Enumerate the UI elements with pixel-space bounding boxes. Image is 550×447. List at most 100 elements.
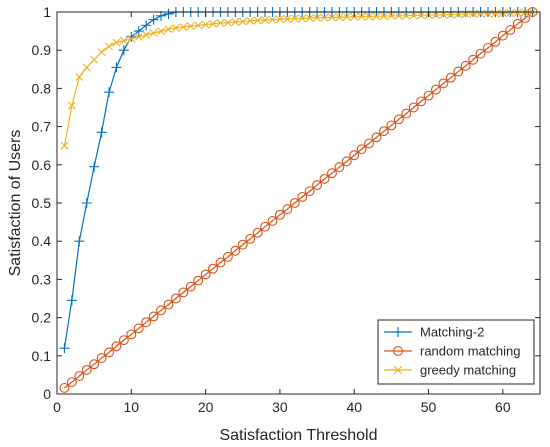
data-point [260, 221, 271, 232]
data-point [90, 55, 99, 64]
data-point [246, 16, 255, 25]
data-point [342, 12, 351, 21]
data-point [497, 30, 508, 41]
data-point [491, 9, 500, 18]
data-point [119, 36, 128, 45]
data-point [200, 269, 211, 280]
data-point [118, 335, 129, 346]
data-point [290, 14, 299, 23]
data-point [104, 87, 115, 98]
data-point [357, 12, 366, 21]
data-point [156, 305, 166, 316]
y-tick-label: 0.6 [32, 157, 52, 173]
y-tick-label: 0.8 [32, 80, 52, 96]
data-point [475, 48, 486, 59]
legend-entry: random matching [384, 344, 520, 359]
data-point [126, 31, 137, 42]
data-point [416, 96, 427, 107]
data-point [319, 173, 330, 184]
data-point [127, 34, 136, 43]
legend-label: random matching [420, 344, 520, 359]
x-tick-label: 30 [272, 399, 288, 415]
data-point [230, 245, 241, 256]
y-tick-label: 0.7 [32, 119, 52, 135]
data-point [171, 24, 180, 33]
data-point [208, 263, 218, 274]
legend-label: greedy matching [420, 363, 516, 378]
y-tick-label: 0.3 [32, 271, 52, 287]
y-tick-label: 0.1 [32, 348, 52, 364]
data-point [304, 186, 315, 197]
data-point [320, 13, 329, 22]
data-point [334, 162, 345, 173]
legend-box [377, 319, 535, 385]
data-point [274, 209, 285, 220]
data-point [178, 287, 189, 298]
data-point [59, 382, 70, 393]
data-point [468, 54, 479, 65]
data-point [252, 227, 263, 238]
data-point [111, 62, 122, 73]
data-point [194, 21, 203, 30]
data-point [222, 251, 233, 262]
data-point [141, 20, 152, 31]
legend-label: Matching-2 [420, 325, 484, 340]
data-point [105, 42, 114, 51]
data-point [112, 38, 121, 47]
y-tick-label: 0.2 [32, 310, 52, 326]
data-point [60, 141, 69, 150]
data-point [170, 293, 181, 304]
data-point [512, 18, 523, 29]
data-point [59, 343, 70, 354]
y-tick-label: 0.5 [32, 195, 52, 211]
data-point [149, 29, 158, 37]
data-point [513, 8, 522, 17]
ticks-layer: 0 10 20 30 40 50 60 0 0.1 0.2 0.3 0.4 0.5 0.6 0.7 0.8 0.… [32, 4, 540, 415]
data-point [438, 78, 449, 89]
data-point [445, 72, 456, 83]
data-point [134, 32, 143, 41]
data-point [483, 42, 493, 53]
data-point [104, 347, 114, 358]
legend-entry: greedy matching [384, 363, 516, 378]
data-point [417, 11, 426, 20]
data-point [423, 90, 434, 101]
data-point [163, 8, 174, 19]
data-point [341, 156, 352, 167]
x-tick-label: 40 [346, 399, 362, 415]
data-point [148, 311, 159, 322]
y-tick-label: 0.4 [32, 233, 52, 249]
legend-marker [394, 366, 402, 374]
data-point [490, 36, 501, 47]
legend-marker [393, 346, 403, 356]
data-point [81, 198, 92, 208]
x-tick-label: 10 [124, 399, 140, 415]
data-point [394, 11, 403, 20]
data-point [216, 19, 225, 28]
data-point [365, 12, 374, 21]
data-point [505, 25, 516, 35]
data-point [282, 204, 293, 215]
data-point [66, 295, 77, 306]
data-point [298, 14, 307, 23]
y-tick-label: 0.9 [32, 42, 52, 58]
data-point [82, 63, 91, 72]
data-point [126, 329, 137, 340]
data-point [379, 126, 389, 137]
data-point [215, 257, 226, 268]
data-point [231, 17, 240, 26]
data-point [379, 12, 388, 21]
x-tick-label: 0 [53, 399, 61, 415]
series-greedy-matching [60, 8, 537, 150]
data-point [267, 216, 278, 226]
data-point [431, 84, 441, 95]
data-point [66, 377, 77, 388]
data-point [386, 120, 397, 131]
data-point [97, 48, 106, 57]
data-point [275, 15, 284, 24]
data-point [96, 127, 107, 138]
x-axis-title: Satisfaction Threshold [219, 427, 377, 444]
data-point [408, 102, 419, 113]
data-point [74, 236, 85, 247]
